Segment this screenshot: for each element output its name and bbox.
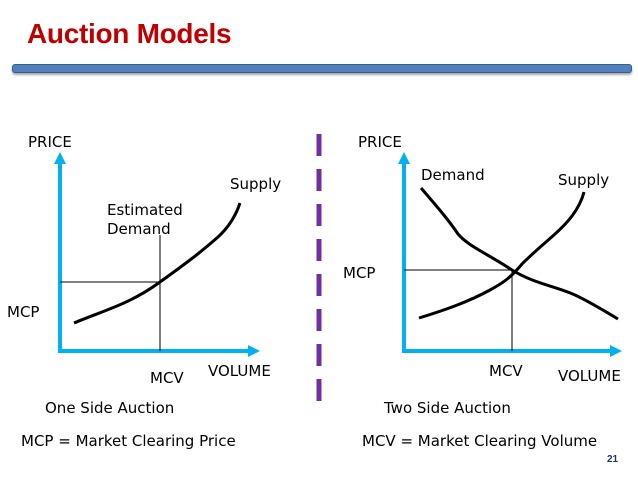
right-definition: MCV = Market Clearing Volume [362, 432, 598, 450]
left-chart [54, 152, 260, 357]
right-mcp-label: MCP [343, 264, 376, 282]
right-volume-label: VOLUME [558, 367, 621, 385]
left-supply-label: Supply [230, 175, 282, 193]
left-mcp-label: MCP [7, 303, 40, 321]
right-chart [398, 152, 622, 357]
right-mcv-label: MCV [489, 362, 523, 380]
right-x-axis-arrow [610, 345, 622, 357]
right-supply-label: Supply [558, 171, 610, 189]
left-definition: MCP = Market Clearing Price [21, 432, 236, 450]
left-x-axis-arrow [248, 345, 260, 357]
slide-title: Auction Models [27, 18, 232, 49]
title-underline-bar [12, 64, 632, 73]
right-demand-label: Demand [421, 166, 485, 184]
page-number: 21 [607, 454, 619, 465]
right-demand-curve [419, 187, 619, 321]
left-demand-label-line1: Estimated [107, 201, 183, 219]
right-supply-curve [418, 191, 586, 320]
left-mcv-label: MCV [150, 369, 184, 387]
left-supply-curve [73, 202, 242, 325]
right-price-label: PRICE [358, 133, 402, 151]
right-y-axis-arrow [398, 152, 410, 164]
left-volume-label: VOLUME [208, 362, 271, 380]
left-y-axis-arrow [54, 152, 66, 164]
right-caption: Two Side Auction [384, 399, 511, 417]
left-price-label: PRICE [28, 133, 72, 151]
left-demand-label-line2: Demand [107, 220, 171, 238]
left-caption: One Side Auction [45, 399, 175, 417]
